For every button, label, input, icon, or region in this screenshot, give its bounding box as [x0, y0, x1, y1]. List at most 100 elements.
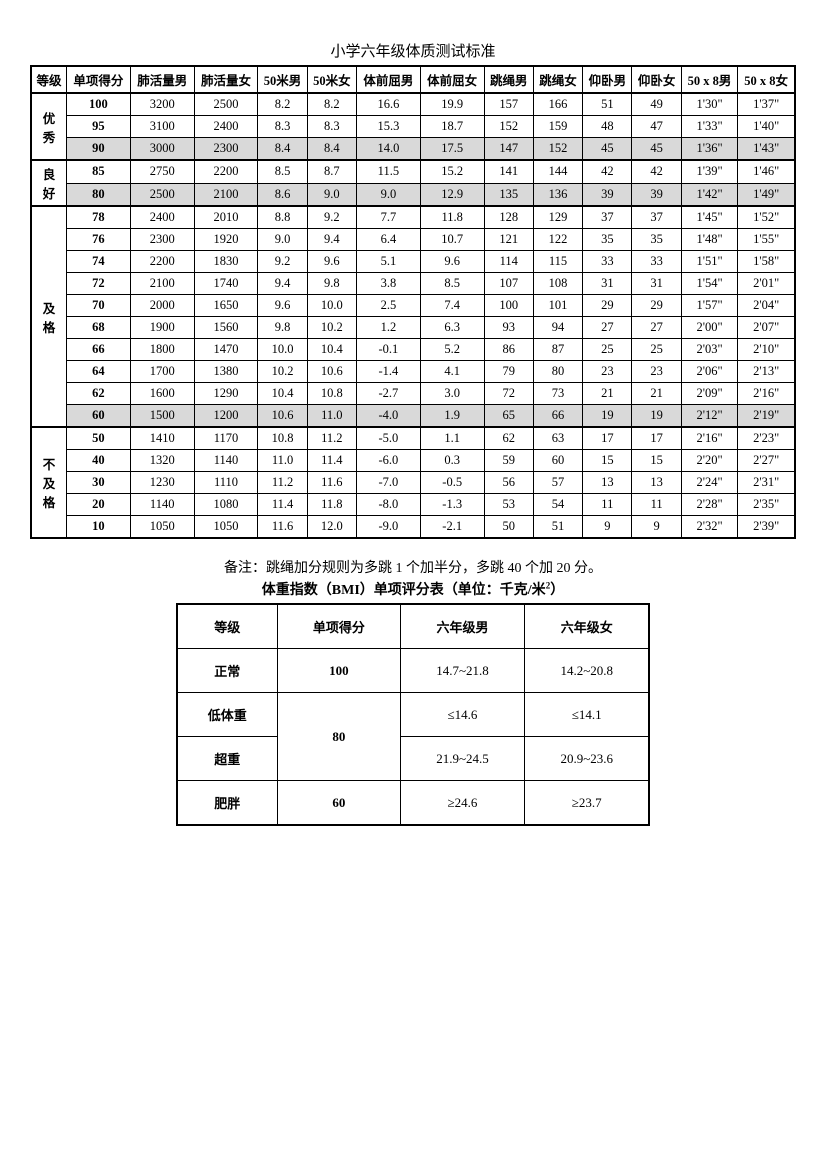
- data-cell: 2'31": [738, 472, 795, 494]
- data-cell: 11.6: [307, 472, 356, 494]
- table-row: 76230019209.09.46.410.712112235351'48"1'…: [31, 229, 795, 251]
- data-cell: 1650: [194, 295, 258, 317]
- bmi-female: ≥23.7: [524, 781, 649, 826]
- data-cell: 2500: [194, 93, 258, 116]
- data-cell: 1'55": [738, 229, 795, 251]
- page-title: 小学六年级体质测试标准: [30, 40, 796, 61]
- data-cell: 8.4: [307, 138, 356, 161]
- data-cell: 108: [533, 273, 582, 295]
- bmi-header: 六年级女: [524, 604, 649, 649]
- data-cell: 2500: [130, 183, 194, 206]
- data-cell: 93: [484, 317, 533, 339]
- bmi-header: 六年级男: [400, 604, 524, 649]
- data-cell: 72: [67, 273, 131, 295]
- data-cell: 121: [484, 229, 533, 251]
- data-cell: 9.6: [258, 295, 307, 317]
- data-cell: 9: [632, 516, 681, 539]
- bmi-row: 超重21.9~24.520.9~23.6: [177, 737, 650, 781]
- data-cell: 1800: [130, 339, 194, 361]
- data-cell: 1320: [130, 450, 194, 472]
- data-cell: -4.0: [356, 405, 420, 428]
- bmi-score: 80: [277, 693, 400, 781]
- column-header: 肺活量女: [194, 66, 258, 93]
- data-cell: 5.1: [356, 251, 420, 273]
- data-cell: 90: [67, 138, 131, 161]
- data-cell: 1740: [194, 273, 258, 295]
- data-cell: 27: [583, 317, 632, 339]
- data-cell: 76: [67, 229, 131, 251]
- data-cell: 23: [583, 361, 632, 383]
- table-row: 80250021008.69.09.012.913513639391'42"1'…: [31, 183, 795, 206]
- data-cell: 12.9: [420, 183, 484, 206]
- column-header: 仰卧女: [632, 66, 681, 93]
- data-cell: 2'16": [738, 383, 795, 405]
- bmi-male: ≥24.6: [400, 781, 524, 826]
- data-cell: 53: [484, 494, 533, 516]
- data-cell: 1'30": [681, 93, 738, 116]
- data-cell: 1050: [130, 516, 194, 539]
- data-cell: 9.8: [307, 273, 356, 295]
- data-cell: 9.4: [258, 273, 307, 295]
- data-cell: 68: [67, 317, 131, 339]
- data-cell: 8.6: [258, 183, 307, 206]
- data-cell: 39: [583, 183, 632, 206]
- data-cell: 2100: [130, 273, 194, 295]
- data-cell: 1'33": [681, 116, 738, 138]
- column-header: 等级: [31, 66, 67, 93]
- data-cell: 39: [632, 183, 681, 206]
- data-cell: 1'36": [681, 138, 738, 161]
- data-cell: 15: [583, 450, 632, 472]
- table-row: 74220018309.29.65.19.611411533331'51"1'5…: [31, 251, 795, 273]
- column-header: 50 x 8男: [681, 66, 738, 93]
- data-cell: 10.0: [307, 295, 356, 317]
- data-cell: 1'40": [738, 116, 795, 138]
- data-cell: 49: [632, 93, 681, 116]
- data-cell: 1410: [130, 427, 194, 450]
- data-cell: 11.5: [356, 160, 420, 183]
- data-cell: 1470: [194, 339, 258, 361]
- data-cell: 8.5: [258, 160, 307, 183]
- column-header: 50 x 8女: [738, 66, 795, 93]
- data-cell: 13: [632, 472, 681, 494]
- bmi-table: 等级单项得分六年级男六年级女 正常10014.7~21.814.2~20.8低体…: [176, 603, 651, 826]
- bmi-header: 单项得分: [277, 604, 400, 649]
- data-cell: 11.8: [420, 206, 484, 229]
- data-cell: 4.1: [420, 361, 484, 383]
- table-row: 401320114011.011.4-6.00.3596015152'20"2'…: [31, 450, 795, 472]
- grade-cell: 及格: [31, 206, 67, 427]
- data-cell: 18.7: [420, 116, 484, 138]
- data-cell: 2'28": [681, 494, 738, 516]
- data-cell: 2'10": [738, 339, 795, 361]
- data-cell: -8.0: [356, 494, 420, 516]
- data-cell: 1'46": [738, 160, 795, 183]
- data-cell: 80: [533, 361, 582, 383]
- data-cell: 73: [533, 383, 582, 405]
- bmi-grade: 肥胖: [177, 781, 278, 826]
- data-cell: 10.4: [307, 339, 356, 361]
- data-cell: 25: [632, 339, 681, 361]
- data-cell: 114: [484, 251, 533, 273]
- data-cell: 8.8: [258, 206, 307, 229]
- data-cell: 2400: [194, 116, 258, 138]
- data-cell: 10.8: [258, 427, 307, 450]
- data-cell: 1.2: [356, 317, 420, 339]
- data-cell: 1920: [194, 229, 258, 251]
- data-cell: 157: [484, 93, 533, 116]
- data-cell: 79: [484, 361, 533, 383]
- data-cell: 147: [484, 138, 533, 161]
- data-cell: 48: [583, 116, 632, 138]
- data-cell: 141: [484, 160, 533, 183]
- data-cell: 9.6: [420, 251, 484, 273]
- data-cell: 129: [533, 206, 582, 229]
- column-header: 肺活量男: [130, 66, 194, 93]
- data-cell: 7.7: [356, 206, 420, 229]
- data-cell: 2'23": [738, 427, 795, 450]
- data-cell: 2400: [130, 206, 194, 229]
- bmi-male: 14.7~21.8: [400, 649, 524, 693]
- table-row: 70200016509.610.02.57.410010129291'57"2'…: [31, 295, 795, 317]
- bmi-female: 14.2~20.8: [524, 649, 649, 693]
- data-cell: 0.3: [420, 450, 484, 472]
- data-cell: 1830: [194, 251, 258, 273]
- data-cell: 11.2: [307, 427, 356, 450]
- data-cell: 51: [583, 93, 632, 116]
